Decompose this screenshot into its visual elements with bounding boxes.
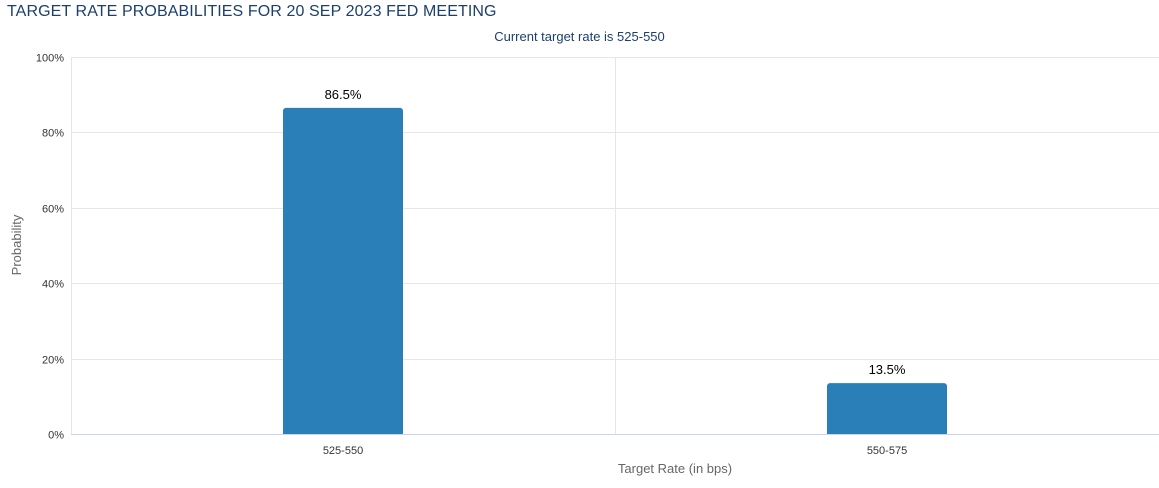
- bar-base: [283, 430, 403, 434]
- grid-layer: [71, 57, 1159, 435]
- y-tick-label: 40%: [42, 279, 64, 291]
- label-layer: 0% 20% 40% 60% 80% 100% 86.5% 525-550 13.5% 550-5…: [36, 53, 907, 458]
- bar-base: [827, 430, 947, 434]
- y-tick-label: 80%: [42, 128, 64, 140]
- bar-layer: [283, 107, 947, 435]
- x-tick-label: 550-575: [867, 445, 907, 457]
- y-axis-title: Probability: [9, 214, 24, 275]
- bar-550-575[interactable]: [827, 383, 947, 434]
- data-label: 86.5%: [325, 87, 362, 102]
- chart-subtitle: Current target rate is 525-550: [494, 29, 665, 44]
- x-tick-label: 525-550: [323, 445, 363, 457]
- data-label: 13.5%: [869, 362, 906, 377]
- y-tick-label: 20%: [42, 355, 64, 367]
- y-tick-label: 100%: [36, 53, 64, 65]
- bar-525-550[interactable]: [283, 107, 403, 435]
- page-title: TARGET RATE PROBABILITIES FOR 20 SEP 202…: [7, 3, 497, 20]
- y-tick-label: 0%: [48, 430, 64, 442]
- x-axis-title: Target Rate (in bps): [618, 461, 732, 476]
- y-tick-label: 60%: [42, 204, 64, 216]
